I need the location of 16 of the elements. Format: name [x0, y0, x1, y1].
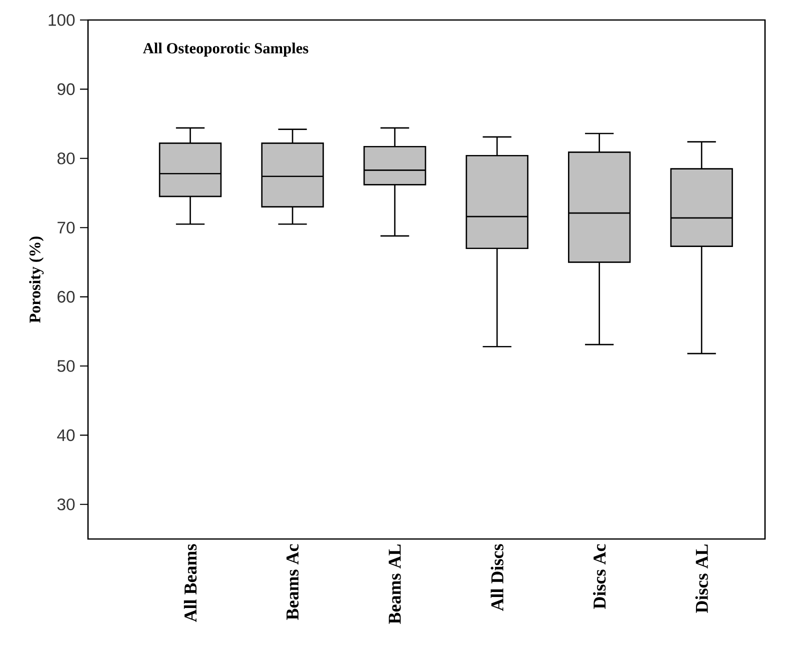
y-tick-label: 90: [58, 83, 75, 96]
x-tick-label: All Discs: [490, 544, 504, 612]
y-tick-label: 30: [57, 498, 75, 510]
y-tick-label: 80: [57, 152, 75, 164]
y-tick-label: 100: [48, 14, 75, 26]
x-tick-label: Beams Ac: [286, 544, 299, 620]
x-tick-label: Discs Ac: [593, 544, 606, 609]
y-tick-label: 60: [58, 290, 75, 303]
x-tick-label: Beams AL: [388, 544, 401, 624]
y-tick-label: 70: [58, 222, 75, 234]
y-axis-title: Porosity (%): [29, 236, 44, 323]
y-tick-label: 40: [57, 429, 75, 442]
x-tick-label: All Beams: [184, 544, 197, 622]
x-tick-label: Discs AL: [695, 544, 708, 613]
text: All Osteoporotic Samples: [142, 42, 308, 57]
y-tick-label: 50: [57, 360, 75, 372]
